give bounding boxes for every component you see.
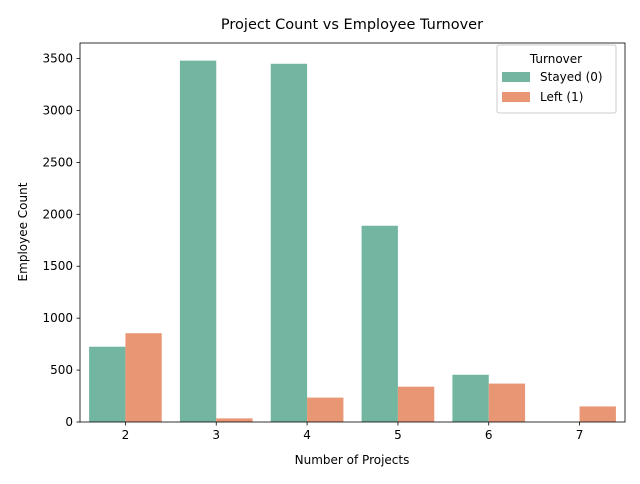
x-tick-label: 2 [122,428,130,442]
plot-frame [79,42,626,423]
bar-stayed-6 [452,374,489,422]
bar-stayed-2 [89,346,126,422]
bar-left-4 [307,397,344,422]
y-axis-label: Employee Count [16,182,30,281]
axes: 0 500 1000 1500 2000 2500 3000 3500 2 3 4 5 6 7 [42,42,626,442]
y-tick-label: 2500 [42,155,73,169]
y-tick-label: 3000 [42,103,73,117]
x-tick-label: 4 [303,428,311,442]
chart-title: Project Count vs Employee Turnover [221,17,483,33]
legend-title: Turnover [529,52,582,66]
y-tick-label: 1500 [42,259,73,273]
y-tick-label: 3500 [42,52,73,66]
y-tick-label: 0 [65,415,73,429]
bar-left-3 [216,418,253,422]
x-tick-label: 5 [394,428,402,442]
x-axis-label: Number of Projects [295,453,410,467]
bar-left-6 [488,383,526,422]
x-tick-label: 3 [212,428,220,442]
legend-label-stayed: Stayed (0) [540,70,603,84]
bar-left-7 [579,406,616,422]
x-tick-label: 6 [485,428,493,442]
legend: Turnover Stayed (0) Left (1) [496,44,617,114]
y-tick-label: 500 [50,363,73,377]
x-tick-label: 7 [576,428,584,442]
plot-area [89,60,616,423]
bar-stayed-3 [179,60,217,423]
y-tick-label: 1000 [42,311,73,325]
bar-stayed-5 [361,225,398,422]
bar-stayed-4 [270,63,308,423]
y-tick-label: 2000 [42,207,73,221]
legend-swatch-stayed [502,72,530,82]
legend-label-left: Left (1) [540,90,583,104]
legend-swatch-left [502,92,530,102]
bar-left-5 [397,386,435,422]
bar-left-2 [125,333,162,422]
